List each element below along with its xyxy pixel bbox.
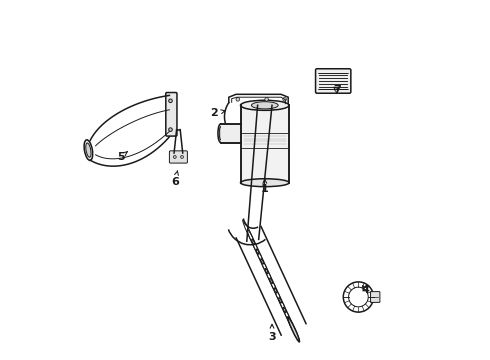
Text: 6: 6 xyxy=(171,171,179,187)
Ellipse shape xyxy=(84,140,93,161)
Text: 7: 7 xyxy=(333,85,341,95)
Circle shape xyxy=(283,98,286,101)
Text: 1: 1 xyxy=(261,179,269,194)
Circle shape xyxy=(169,99,172,103)
FancyBboxPatch shape xyxy=(316,69,351,93)
Text: 4: 4 xyxy=(362,285,369,295)
Ellipse shape xyxy=(241,179,289,186)
FancyBboxPatch shape xyxy=(166,93,177,136)
Text: 2: 2 xyxy=(211,108,225,118)
FancyBboxPatch shape xyxy=(370,292,380,302)
Polygon shape xyxy=(241,105,289,183)
Ellipse shape xyxy=(218,124,223,143)
Text: 5: 5 xyxy=(117,152,127,162)
FancyBboxPatch shape xyxy=(170,151,187,163)
Polygon shape xyxy=(220,124,241,143)
Circle shape xyxy=(180,156,183,158)
Ellipse shape xyxy=(288,317,299,342)
Ellipse shape xyxy=(251,102,278,109)
Circle shape xyxy=(169,128,172,131)
Circle shape xyxy=(265,98,269,101)
Text: 3: 3 xyxy=(268,324,276,342)
Ellipse shape xyxy=(241,100,289,110)
Ellipse shape xyxy=(220,127,222,140)
Ellipse shape xyxy=(86,143,91,157)
Circle shape xyxy=(236,98,240,101)
Circle shape xyxy=(173,156,176,158)
